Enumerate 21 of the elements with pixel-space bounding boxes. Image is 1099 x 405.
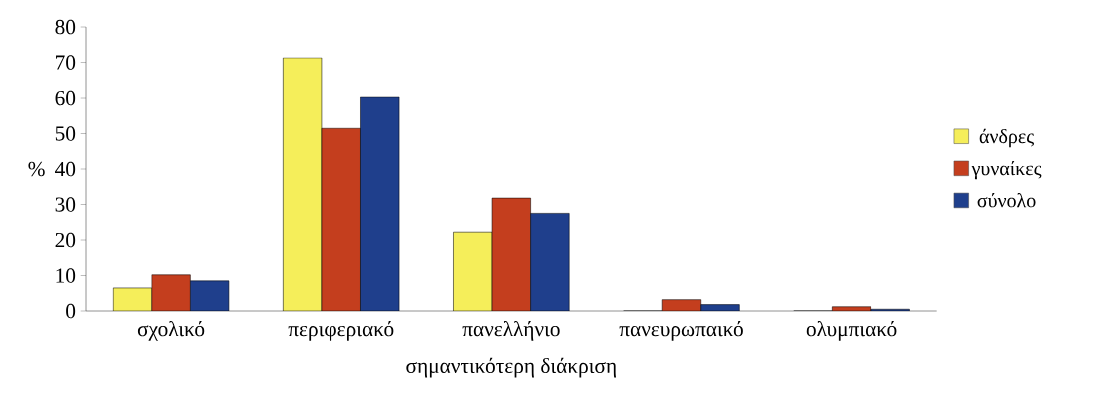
y-axis-title: % bbox=[28, 161, 45, 177]
legend-label: σύνολο bbox=[977, 193, 1036, 208]
legend-label: γυναίκες bbox=[971, 160, 1042, 180]
y-tick-label: 0 bbox=[66, 303, 76, 319]
bar bbox=[453, 231, 493, 311]
legend-label: άνδρες bbox=[979, 128, 1034, 148]
y-tick-label: 60 bbox=[55, 90, 76, 106]
y-tick-label: 10 bbox=[56, 268, 76, 283]
bar bbox=[283, 57, 323, 311]
x-tick-label: σχολικό bbox=[137, 321, 205, 341]
x-tick-label: πανελλήνιο bbox=[462, 321, 560, 341]
x-tick-label: πανευρωπαικό bbox=[619, 321, 743, 341]
y-tick-label: 70 bbox=[56, 55, 76, 70]
y-tick-label: 30 bbox=[55, 197, 76, 212]
y-tick-label: 50 bbox=[55, 126, 76, 141]
y-tick-label: 20 bbox=[55, 232, 76, 248]
y-tick-label: 80 bbox=[55, 19, 76, 35]
y-tick-label: 40 bbox=[55, 161, 76, 177]
x-axis-title: σημαντικότερη διάκριση bbox=[406, 357, 617, 378]
x-tick-label: περιφεριακό bbox=[288, 321, 394, 341]
x-tick-label: ολυμπιακό bbox=[806, 321, 897, 341]
